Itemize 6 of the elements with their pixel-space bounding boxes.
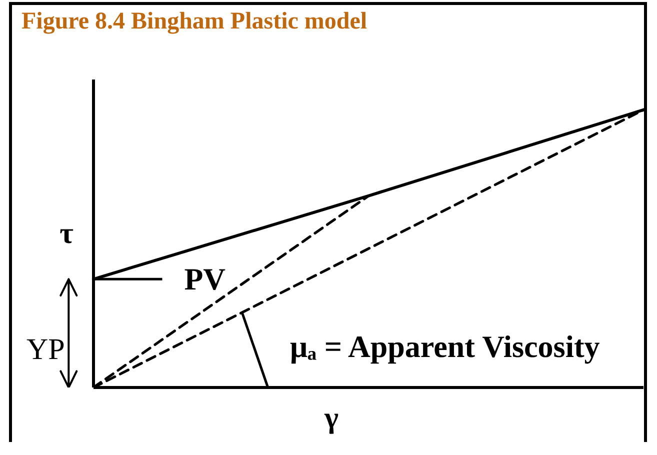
annotation: μₐ = Apparent Viscosity (290, 328, 600, 364)
x-axis-title: γ (323, 402, 339, 434)
y-axis-title: τ (60, 217, 74, 250)
chart-title: Figure 8.4 Bingham Plastic model (22, 8, 368, 34)
annotation: PV (184, 262, 226, 297)
text: YP (26, 333, 65, 366)
